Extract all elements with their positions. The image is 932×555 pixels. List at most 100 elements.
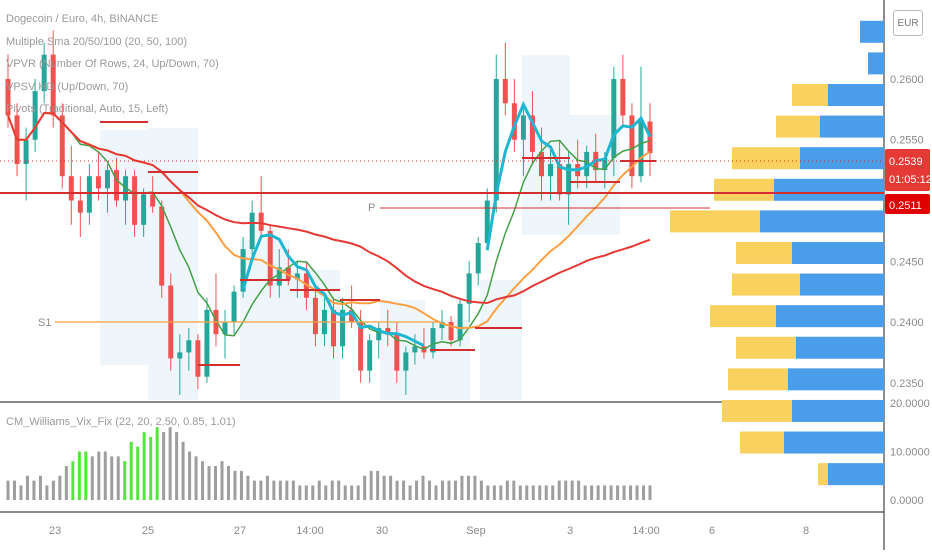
volume-profile-down bbox=[788, 368, 884, 391]
candle-body bbox=[114, 170, 120, 201]
vix-bar bbox=[363, 475, 367, 500]
sma-20-line bbox=[7, 112, 651, 351]
marked-price-value: 0.2511 bbox=[889, 200, 922, 212]
vix-bar bbox=[71, 461, 75, 500]
vix-bar bbox=[168, 427, 172, 500]
volume-profile-down bbox=[868, 52, 884, 75]
candle-body bbox=[367, 340, 373, 371]
candle-body bbox=[5, 78, 11, 116]
candle-body bbox=[240, 249, 246, 292]
vix-bar bbox=[460, 475, 464, 500]
candle-body bbox=[249, 212, 255, 250]
candle-body bbox=[222, 322, 228, 335]
vix-bar bbox=[609, 485, 613, 500]
time-tick-label: 14:00 bbox=[632, 525, 660, 537]
pivot-s1-label: S1 bbox=[38, 317, 51, 329]
vix-bar bbox=[162, 432, 166, 500]
vix-bar bbox=[544, 485, 548, 500]
candle-body bbox=[493, 78, 499, 201]
candle-body bbox=[557, 164, 563, 195]
vix-bar bbox=[272, 480, 276, 500]
vix-bar bbox=[58, 475, 62, 500]
vix-bar bbox=[518, 485, 522, 500]
vix-bar bbox=[142, 432, 146, 500]
volume-profile-down bbox=[774, 178, 884, 201]
volume-profile-up bbox=[714, 178, 774, 201]
current-price-countdown: 01:05:12 bbox=[889, 174, 932, 186]
vix-bar bbox=[389, 475, 393, 500]
candle-body bbox=[312, 297, 318, 335]
vix-bar bbox=[466, 475, 470, 500]
time-tick-label: 14:00 bbox=[296, 525, 324, 537]
candle-body bbox=[548, 164, 554, 177]
volume-profile-up bbox=[732, 273, 800, 296]
candle-body bbox=[584, 151, 590, 177]
candle-body bbox=[448, 322, 454, 341]
candle-body bbox=[104, 170, 110, 189]
time-tick-label: 8 bbox=[803, 525, 809, 537]
candle-body bbox=[511, 103, 517, 140]
volume-profile-down bbox=[792, 241, 884, 264]
time-tick-label: 30 bbox=[376, 525, 388, 537]
vix-bar bbox=[512, 480, 516, 500]
candle-body bbox=[95, 176, 101, 189]
currency-selector[interactable]: EUR bbox=[893, 10, 923, 36]
vix-bar bbox=[304, 485, 308, 500]
vix-bar bbox=[356, 485, 360, 500]
candle-body bbox=[457, 303, 463, 341]
vix-bar bbox=[226, 466, 230, 500]
price-tick-label: 0.2350 bbox=[890, 378, 924, 390]
pivot-p-label: P bbox=[368, 202, 375, 214]
vix-bar bbox=[97, 451, 101, 500]
price-tick-label: 0.2400 bbox=[890, 317, 924, 329]
volume-profile-down bbox=[792, 399, 884, 422]
vix-bar bbox=[181, 441, 185, 500]
candle-body bbox=[358, 322, 364, 371]
session-shade bbox=[148, 128, 198, 400]
vix-bar bbox=[324, 485, 328, 500]
volume-profile-up bbox=[722, 399, 792, 422]
candle-body bbox=[159, 206, 165, 286]
session-shade bbox=[240, 240, 290, 400]
candle-body bbox=[430, 328, 436, 353]
volume-profile-down bbox=[800, 147, 884, 170]
candle-body bbox=[475, 243, 481, 274]
vix-bar bbox=[220, 461, 224, 500]
vix-bar bbox=[265, 475, 269, 500]
vix-bar bbox=[136, 446, 140, 500]
vix-bar bbox=[538, 485, 542, 500]
vix-bar bbox=[123, 461, 127, 500]
candle-body bbox=[231, 291, 237, 323]
vix-bar bbox=[551, 485, 555, 500]
candle-body bbox=[566, 164, 572, 195]
session-shade bbox=[380, 300, 425, 400]
vix-bar bbox=[350, 485, 354, 500]
vix-bar bbox=[492, 485, 496, 500]
volume-profile-down bbox=[776, 305, 884, 328]
candle-body bbox=[86, 176, 92, 213]
candle-body bbox=[602, 157, 608, 171]
vix-bar bbox=[317, 480, 321, 500]
vix-bar bbox=[473, 475, 477, 500]
vix-bar bbox=[32, 480, 36, 500]
vix-bar bbox=[622, 485, 626, 500]
candle-body bbox=[412, 346, 418, 353]
vix-bar bbox=[376, 470, 380, 500]
candle-body bbox=[611, 78, 617, 158]
time-tick-label: 23 bbox=[49, 525, 61, 537]
candle-body bbox=[141, 194, 147, 225]
volume-profile-down bbox=[800, 273, 884, 296]
vix-bar bbox=[486, 485, 490, 500]
vix-bar bbox=[564, 480, 568, 500]
candle-body bbox=[638, 121, 644, 177]
vix-bar bbox=[434, 485, 438, 500]
vix-bar bbox=[440, 480, 444, 500]
volume-profile-up bbox=[710, 305, 776, 328]
vix-bar bbox=[45, 485, 49, 500]
vix-bar bbox=[38, 475, 42, 500]
volume-profile-down bbox=[860, 20, 884, 43]
vix-bar bbox=[499, 485, 503, 500]
candle-body bbox=[23, 139, 29, 165]
